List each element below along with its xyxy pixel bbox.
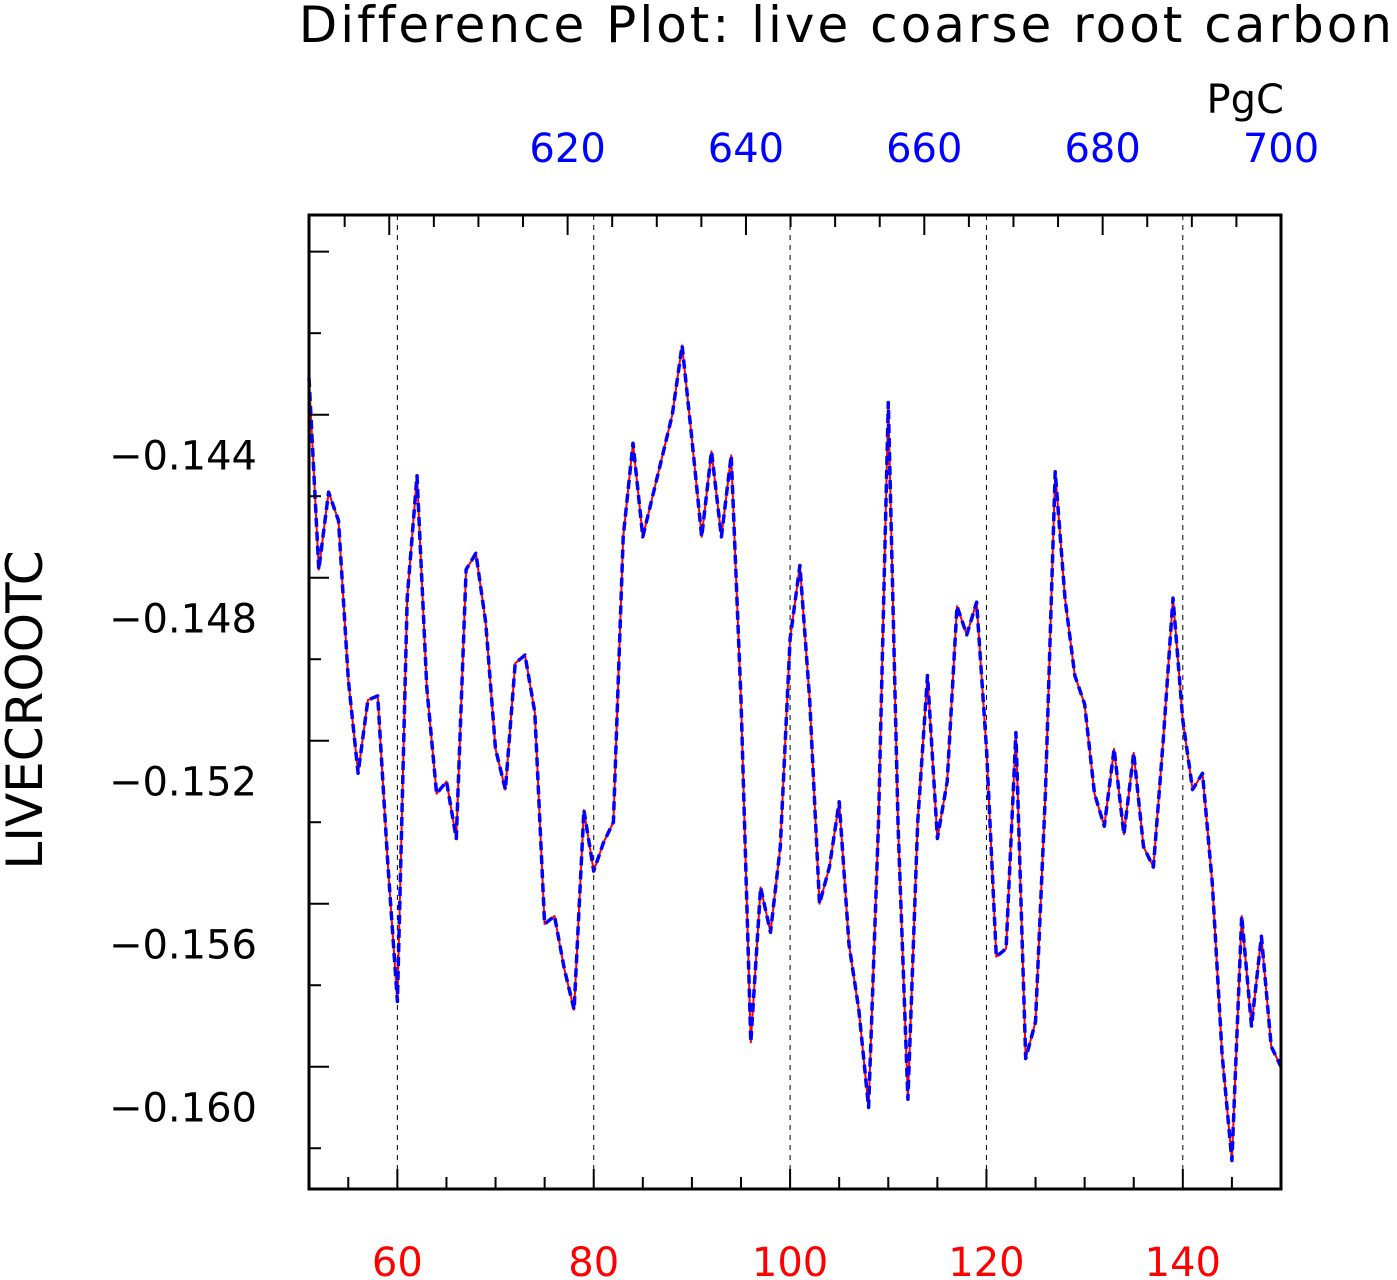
top-tick-label: 680 <box>1064 126 1140 172</box>
y-tick-label: −0.144 <box>109 433 257 479</box>
plot-frame <box>307 213 1283 1191</box>
chart-title: Difference Plot: live coarse root carbon <box>299 0 1395 54</box>
axis-ticks <box>309 215 1282 1189</box>
y-tick-label: −0.160 <box>109 1085 257 1131</box>
top-tick-label: 660 <box>886 126 962 172</box>
bottom-tick-label: 120 <box>948 1240 1024 1280</box>
units-label: PgC <box>1207 77 1284 123</box>
bottom-tick-label: 60 <box>372 1240 423 1280</box>
y-tick-label: −0.148 <box>109 596 257 642</box>
bottom-tick-label: 140 <box>1145 1240 1221 1280</box>
y-tick-label: −0.152 <box>109 759 257 805</box>
data-series <box>307 343 1283 1163</box>
tick-labels: 60 80 100 120 140 620 640 660 680 700 −0.144 −0.148… <box>109 126 1319 1280</box>
series-line-dashed <box>307 343 1283 1163</box>
vertical-gridlines <box>396 215 1184 1189</box>
y-tick-label: −0.156 <box>109 922 257 968</box>
top-tick-label: 640 <box>708 126 784 172</box>
y-axis-label: LIVECROOTC <box>0 550 54 869</box>
series-line-solid <box>308 344 1282 1162</box>
bottom-tick-label: 80 <box>568 1240 619 1280</box>
top-tick-label: 700 <box>1243 126 1319 172</box>
top-tick-label: 620 <box>529 126 605 172</box>
bottom-tick-label: 100 <box>752 1240 828 1280</box>
